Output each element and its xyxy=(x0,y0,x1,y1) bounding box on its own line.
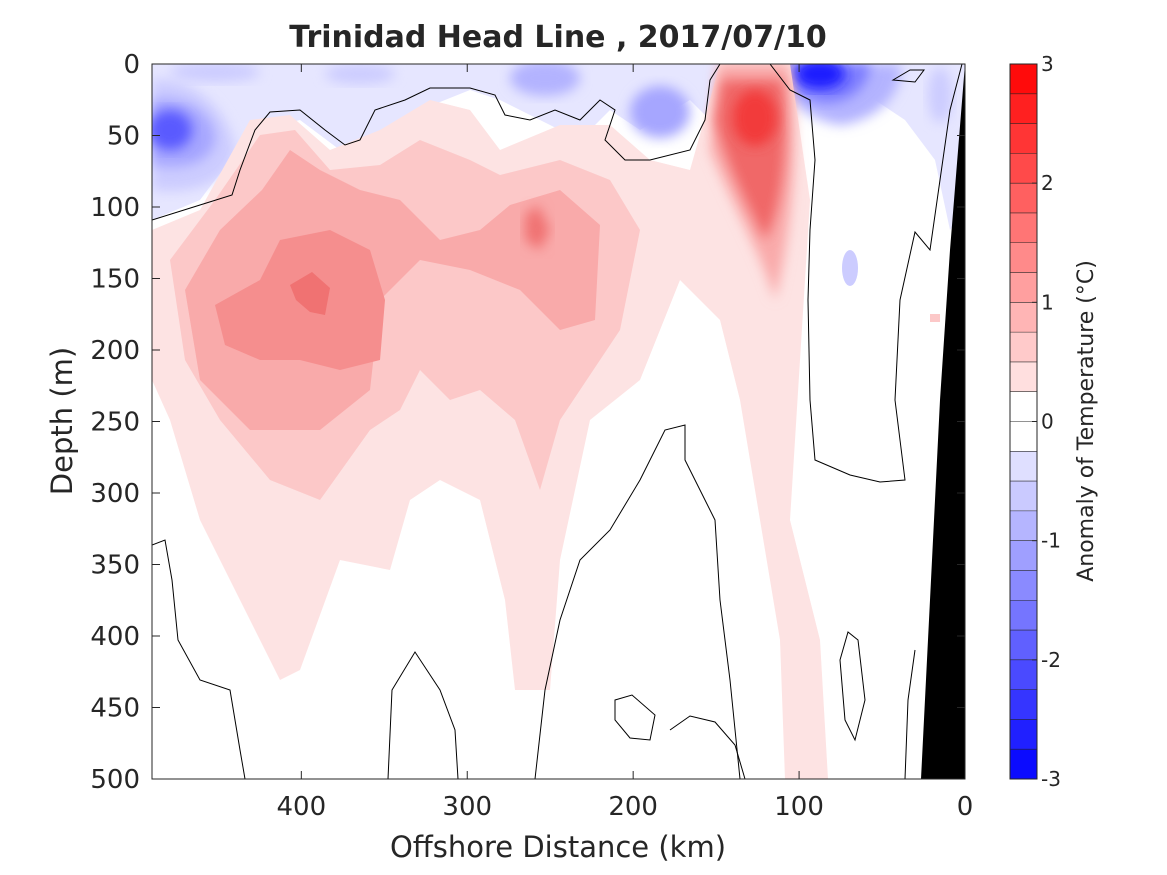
colorbar-swatch xyxy=(1010,540,1037,571)
colorbar-swatch xyxy=(1010,451,1037,482)
cold-core-near-shore xyxy=(795,64,845,89)
zero-contour-lower-2 xyxy=(534,424,741,779)
y-tick-label: 300 xyxy=(90,479,140,509)
zero-contour-closed-1 xyxy=(891,69,925,83)
colorbar-swatch xyxy=(1010,659,1037,691)
colorbar-swatch xyxy=(1010,64,1037,95)
warm-spot-inshore xyxy=(930,314,940,322)
colorbar-swatch xyxy=(1010,749,1037,780)
colorbar-tick-label: 1 xyxy=(1041,290,1054,314)
warm-core-main xyxy=(290,272,330,315)
colorbar: 3 2 1 0 -1 -2 -3 xyxy=(1009,52,1061,791)
y-tick-label: 200 xyxy=(90,336,140,366)
colorbar-swatch xyxy=(1010,272,1037,303)
chart-title: Trinidad Head Line , 2017/07/10 xyxy=(289,20,826,55)
cold-patch-mid xyxy=(842,250,858,286)
y-tick-label: 350 xyxy=(90,551,140,581)
colorbar-swatch xyxy=(1010,719,1037,750)
zero-contour-inshore xyxy=(904,649,916,779)
y-tick-label: 150 xyxy=(90,265,140,295)
zero-contour-closed-3 xyxy=(839,631,866,742)
colorbar-tick-label: -2 xyxy=(1041,648,1061,672)
colorbar-swatch xyxy=(1010,630,1037,661)
zero-contour-near-shore xyxy=(769,64,963,483)
y-tick-label: 450 xyxy=(90,694,140,724)
colorbar-swatch xyxy=(1010,689,1037,720)
colorbar-swatch xyxy=(1010,570,1037,601)
plot-area xyxy=(151,63,966,780)
x-tick-label: 300 xyxy=(442,792,492,822)
colorbar-swatch xyxy=(1010,421,1037,452)
colorbar-swatch xyxy=(1010,302,1037,333)
colorbar-tick-label: -3 xyxy=(1041,767,1061,791)
zero-contours xyxy=(152,64,963,779)
colorbar-swatch xyxy=(1010,391,1037,422)
colorbar-label: Anomaly of Temperature (°C) xyxy=(1074,260,1099,582)
colorbar-swatch xyxy=(1010,481,1037,512)
warm-core-secondary xyxy=(525,205,550,250)
y-tick-label: 250 xyxy=(90,408,140,438)
x-tick-label: 200 xyxy=(608,792,658,822)
zero-contour-closed-2 xyxy=(614,694,656,741)
colorbar-swatch xyxy=(1010,332,1037,363)
colorbar-tick-label: 2 xyxy=(1041,171,1054,195)
cold-patch-offshore-top xyxy=(170,64,260,82)
colorbar-tick-label: 0 xyxy=(1041,410,1054,434)
cold-patch-inshore xyxy=(928,67,952,123)
cold-patch-260 xyxy=(510,64,580,96)
colorbar-swatch xyxy=(1010,153,1037,184)
y-axis: 0 50 100 150 200 250 300 350 400 450 500 xyxy=(90,50,965,795)
colorbar-swatch xyxy=(1010,212,1037,244)
zero-contour-upper xyxy=(152,64,721,221)
colorbar-swatch xyxy=(1010,93,1037,125)
x-axis: 400 300 200 100 0 xyxy=(277,64,974,822)
y-tick-label: 50 xyxy=(107,122,140,152)
cold-patch-330 xyxy=(325,64,395,84)
colorbar-swatch xyxy=(1010,242,1037,274)
colorbar-tick-label: -1 xyxy=(1041,529,1061,553)
colorbar-swatch xyxy=(1010,361,1037,393)
anomaly-field xyxy=(152,64,965,779)
bathymetry-shelf xyxy=(921,64,965,779)
colorbar-swatch xyxy=(1010,600,1037,631)
y-tick-label: 500 xyxy=(90,765,140,795)
y-tick-label: 100 xyxy=(90,193,140,223)
zero-contour-lower-left xyxy=(152,539,246,779)
colorbar-swatch xyxy=(1010,510,1037,542)
colorbar-tick-label: 3 xyxy=(1041,52,1054,76)
y-tick-label: 400 xyxy=(90,622,140,652)
x-tick-label: 0 xyxy=(957,792,974,822)
y-tick-label: 0 xyxy=(123,50,140,80)
x-tick-label: 400 xyxy=(277,792,327,822)
cold-patch-180 xyxy=(630,86,690,138)
zero-contour-lower-3 xyxy=(669,715,746,779)
colorbar-swatch xyxy=(1010,183,1037,214)
x-axis-label: Offshore Distance (km) xyxy=(390,830,726,864)
colorbar-swatch xyxy=(1010,123,1037,154)
cold-core-offshore xyxy=(152,110,192,150)
zero-contour-lower-1 xyxy=(387,651,459,779)
y-axis-label: Depth (m) xyxy=(45,347,79,495)
warm-jet-core xyxy=(733,90,777,146)
x-tick-label: 100 xyxy=(774,792,824,822)
